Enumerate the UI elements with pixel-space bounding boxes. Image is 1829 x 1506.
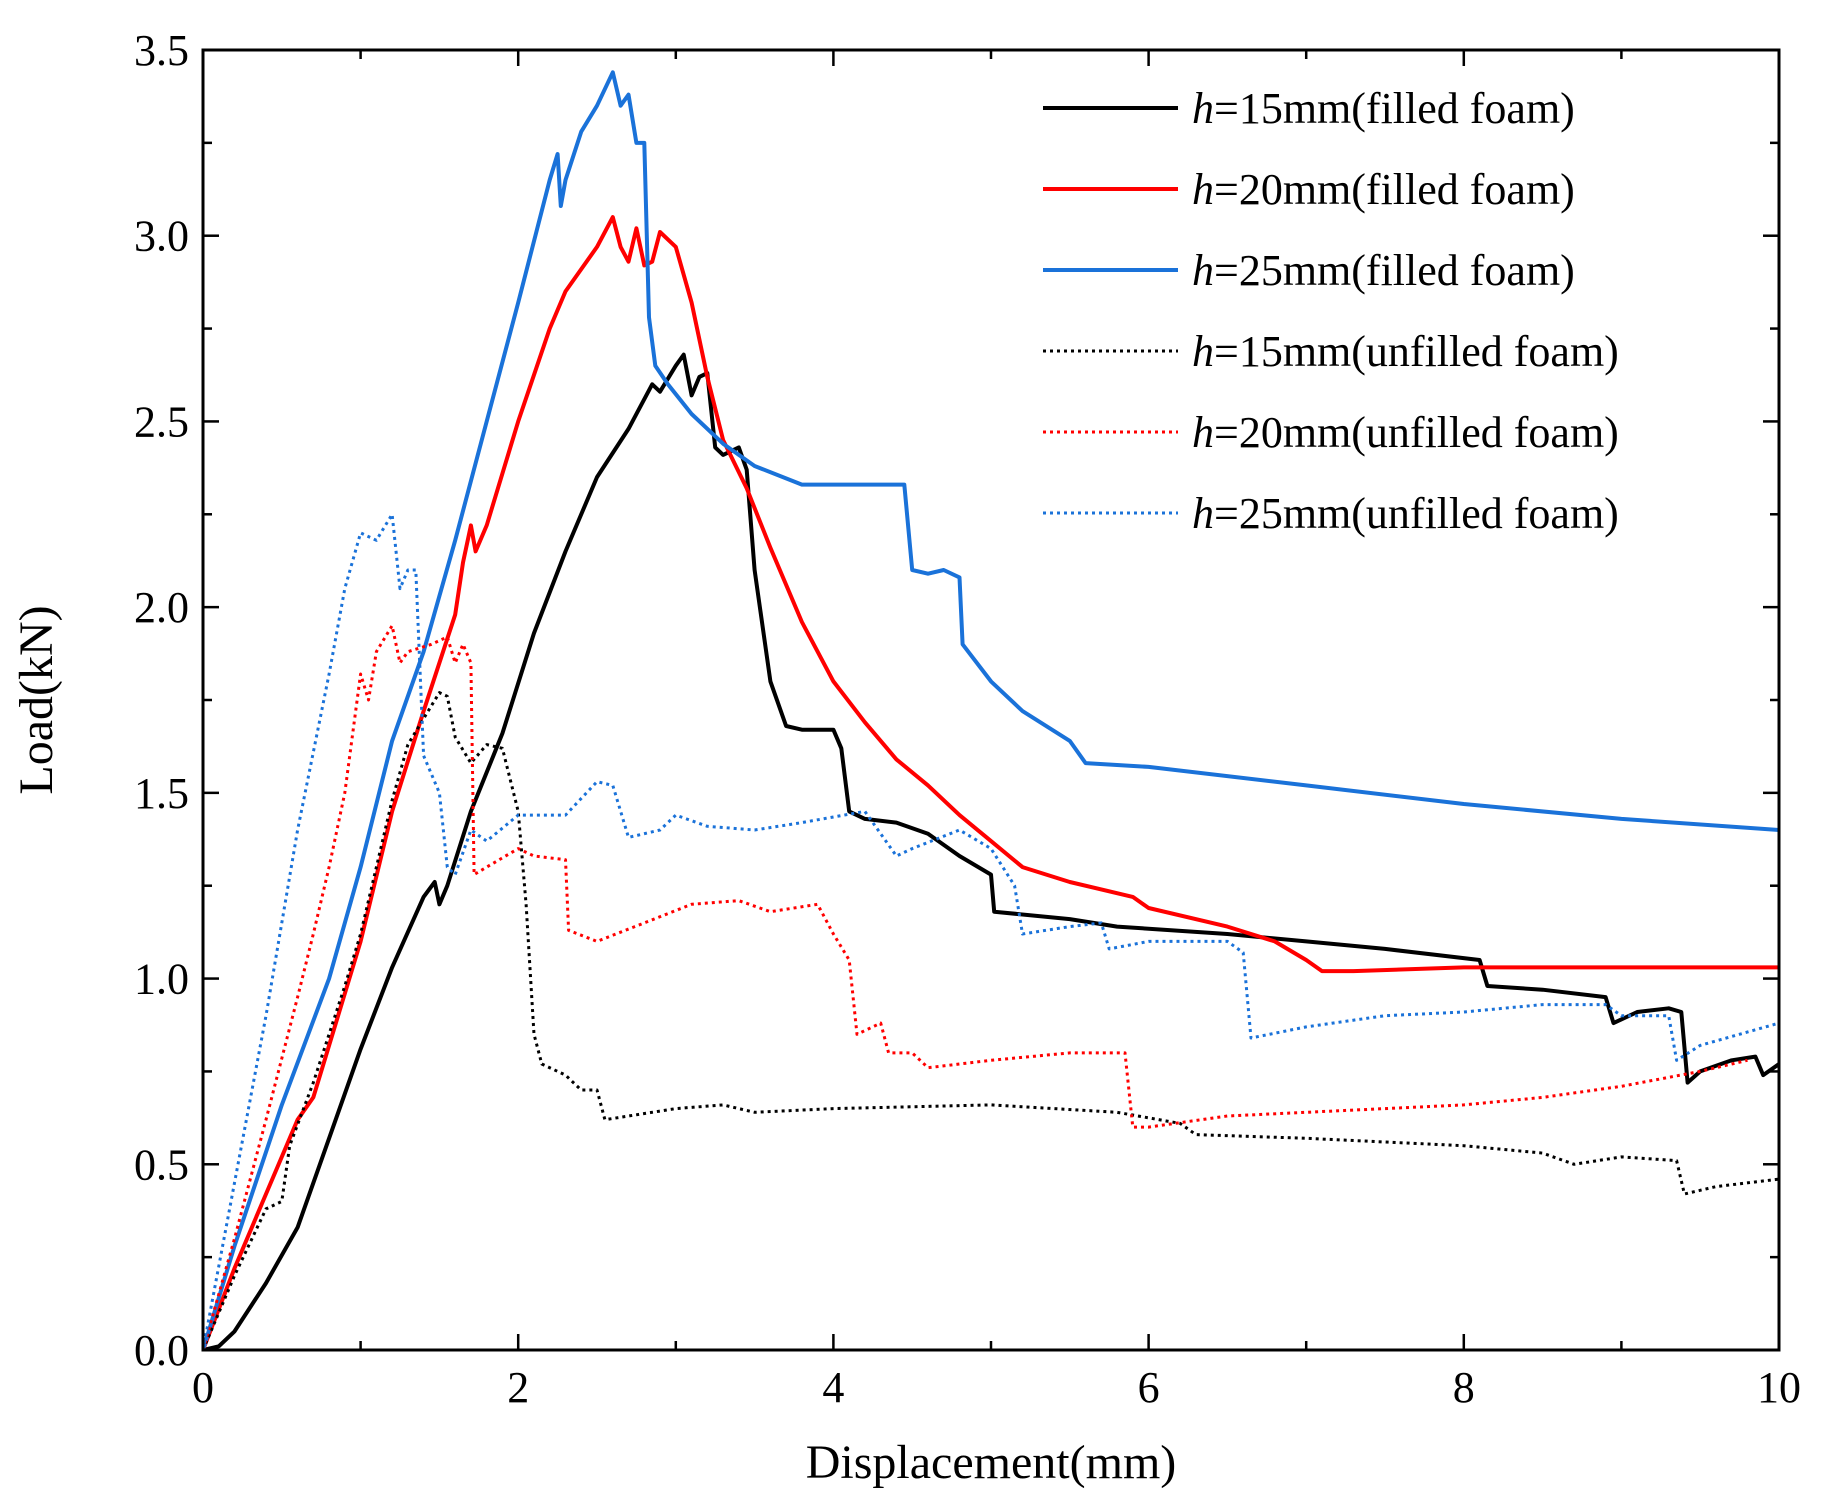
y-tick-label: 0.5 (134, 1140, 189, 1189)
y-tick-label: 1.0 (134, 955, 189, 1004)
tick-labels-layer: 0 2 4 6 8 10 0.0 0.5 1.0 1.5 2.0 2.5 3.0 3.5 (134, 26, 1801, 1412)
legend: h=15mm(filled foam)h=20mm(filled foam)h=… (1043, 84, 1619, 538)
y-tick-label: 2.0 (134, 583, 189, 632)
x-tick-label: 0 (192, 1363, 214, 1412)
legend-label-var: h (1192, 246, 1214, 295)
legend-label-5: h=20mm(unfilled foam) (1192, 408, 1619, 457)
y-tick-label: 3.5 (134, 26, 189, 75)
legend-label-text: =15mm(filled foam) (1214, 84, 1575, 133)
series-line-6 (203, 512, 1779, 1350)
legend-label-3: h=25mm(filled foam) (1192, 246, 1575, 295)
y-tick-label: 0.0 (134, 1326, 189, 1375)
series-line-1 (203, 352, 1779, 1350)
x-axis-label: Displacement(mm) (806, 1436, 1177, 1489)
legend-label-2: h=20mm(filled foam) (1192, 165, 1575, 214)
legend-label-text: =25mm(filled foam) (1214, 246, 1575, 295)
legend-label-var: h (1192, 165, 1214, 214)
x-tick-label: 8 (1453, 1363, 1475, 1412)
legend-label-var: h (1192, 489, 1214, 538)
x-tick-label: 2 (507, 1363, 529, 1412)
legend-label-4: h=15mm(unfilled foam) (1192, 327, 1619, 376)
legend-label-var: h (1192, 408, 1214, 457)
legend-label-text: =15mm(unfilled foam) (1214, 327, 1619, 376)
series-line-2 (203, 215, 1779, 1350)
legend-label-6: h=25mm(unfilled foam) (1192, 489, 1619, 538)
legend-label-var: h (1192, 84, 1214, 133)
series-line-3 (203, 70, 1779, 1350)
legend-label-text: =20mm(filled foam) (1214, 165, 1575, 214)
series-layer (203, 70, 1779, 1350)
series-line-4 (203, 691, 1779, 1350)
plot-frame (201, 48, 1781, 1352)
legend-label-var: h (1192, 327, 1214, 376)
y-tick-label: 3.0 (134, 212, 189, 261)
x-tick-label: 10 (1757, 1363, 1801, 1412)
y-tick-label: 1.5 (134, 769, 189, 818)
legend-label-text: =25mm(unfilled foam) (1214, 489, 1619, 538)
y-axis-label: Load(kN) (10, 605, 63, 794)
y-tick-label: 2.5 (134, 397, 189, 446)
ticks-layer (201, 48, 1781, 1352)
legend-label-1: h=15mm(filled foam) (1192, 84, 1575, 133)
legend-label-text: =20mm(unfilled foam) (1214, 408, 1619, 457)
x-tick-label: 4 (822, 1363, 844, 1412)
series-line-5 (203, 624, 1748, 1350)
x-tick-label: 6 (1138, 1363, 1160, 1412)
